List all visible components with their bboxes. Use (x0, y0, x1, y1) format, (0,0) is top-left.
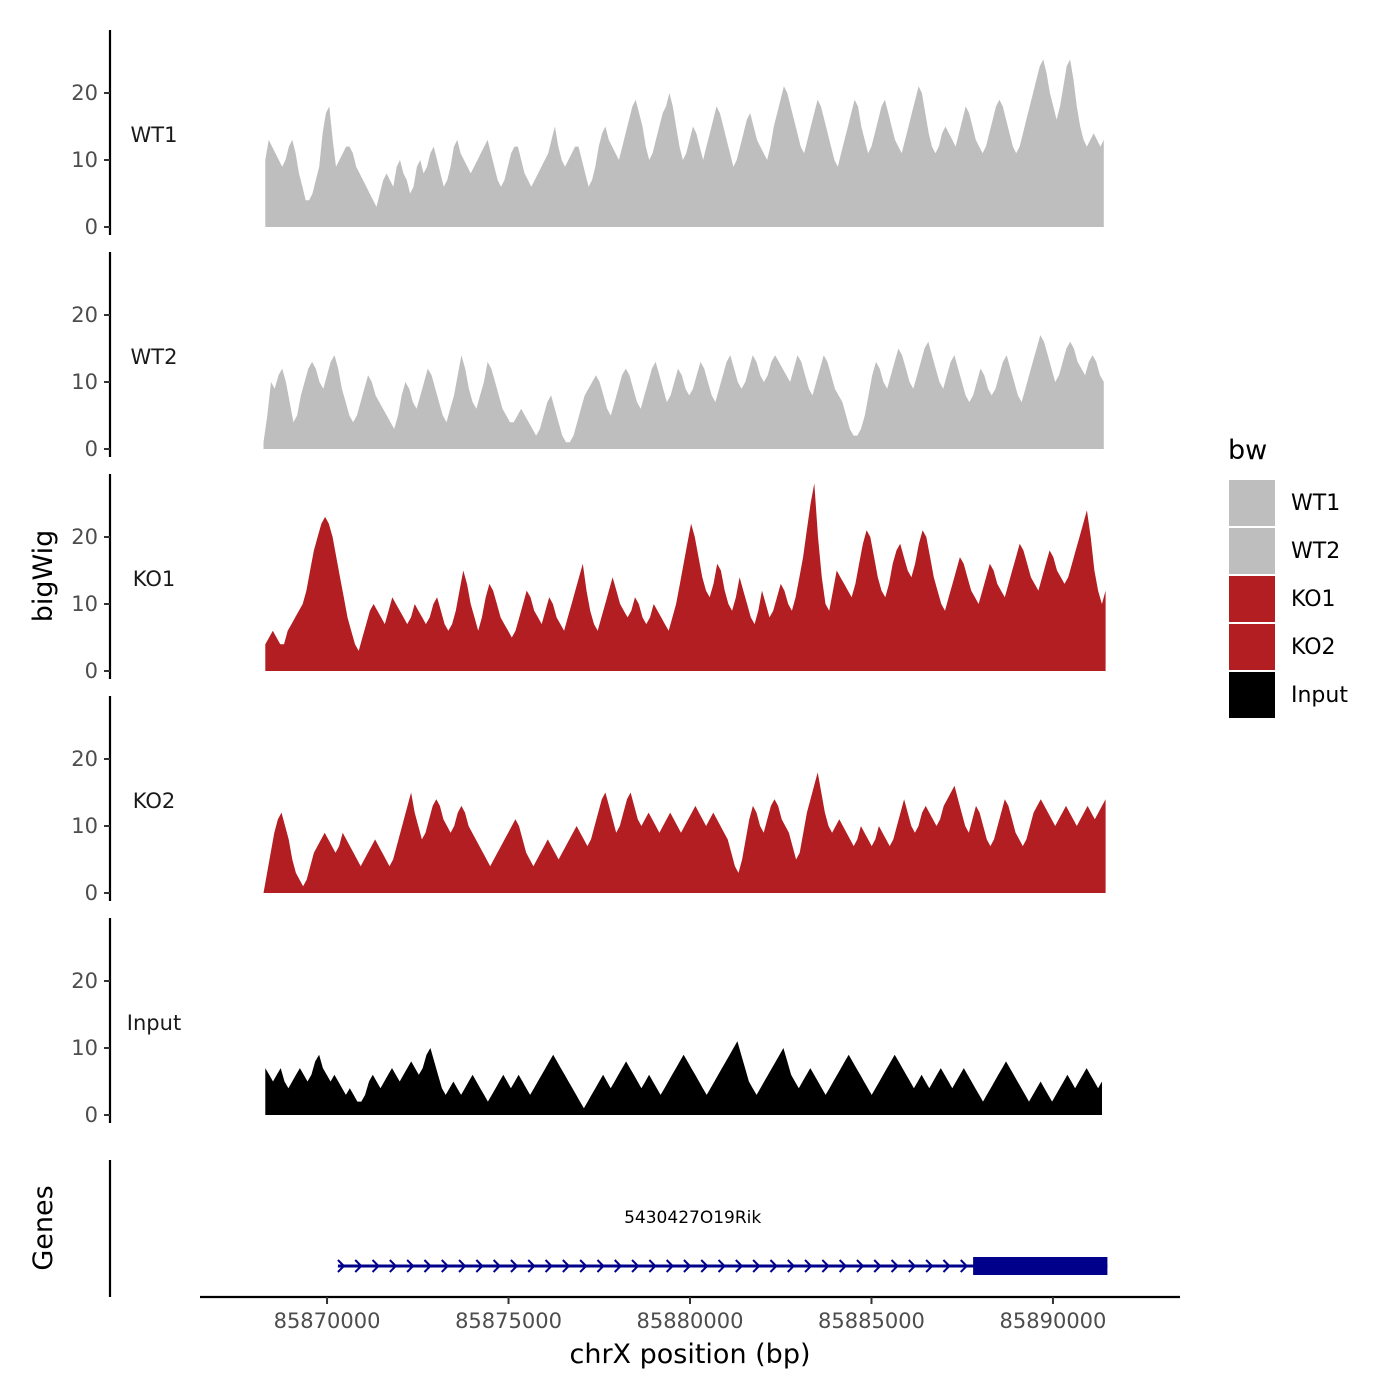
legend-key (1229, 576, 1275, 622)
strand-arrow (492, 1259, 502, 1273)
legend-item-input: Input (1229, 672, 1348, 718)
area-ko1 (265, 483, 1106, 671)
legend-key (1229, 672, 1275, 718)
strand-arrow (838, 1259, 848, 1273)
track-label: WT2 (131, 345, 178, 369)
legend-item-ko1: KO1 (1229, 576, 1336, 622)
y-tick-label: 10 (71, 592, 98, 616)
y-tick-label: 0 (85, 659, 98, 683)
legend-label: WT2 (1291, 539, 1340, 564)
x-tick-label: 85885000 (818, 1309, 925, 1333)
strand-arrow (925, 1259, 934, 1273)
area-wt2 (263, 335, 1104, 449)
strand-arrow (821, 1259, 830, 1273)
strand-arrow (423, 1259, 432, 1273)
area-wt1 (265, 59, 1104, 227)
y-tick-label: 0 (85, 1103, 98, 1127)
legend-item-wt2: WT2 (1229, 528, 1340, 574)
strand-arrow (510, 1259, 519, 1273)
legend-label: WT1 (1291, 491, 1340, 516)
x-tick-label: 85890000 (1000, 1309, 1107, 1333)
y-tick-label: 20 (71, 747, 98, 771)
area-ko2 (263, 772, 1106, 893)
y-tick-label: 0 (85, 881, 98, 905)
strand-arrow (804, 1259, 813, 1273)
y-tick-label: 10 (71, 148, 98, 172)
strand-arrow (527, 1259, 536, 1273)
strand-arrow (665, 1259, 675, 1273)
track-wt1: 0 10 20 WT1 (71, 30, 1104, 239)
strand-arrow (458, 1259, 467, 1273)
strand-arrow (441, 1259, 450, 1273)
strand-arrow (873, 1259, 882, 1273)
y-tick-label: 10 (71, 1036, 98, 1060)
strand-arrow (960, 1259, 969, 1273)
y-tick-label: 0 (85, 437, 98, 461)
strand-arrow (908, 1259, 917, 1273)
strand-arrow (787, 1259, 796, 1273)
strand-arrow (700, 1259, 709, 1273)
strand-arrow (683, 1259, 692, 1273)
legend-label: KO1 (1291, 587, 1336, 612)
y-tick-label: 20 (71, 969, 98, 993)
y-tick-label: 20 (71, 303, 98, 327)
track-wt2: 0 10 20 WT2 (71, 252, 1104, 461)
strand-arrow (717, 1259, 726, 1273)
strand-arrow (544, 1259, 553, 1273)
strand-arrow (769, 1259, 778, 1273)
x-tick-label: 85880000 (637, 1309, 744, 1333)
strand-arrow (337, 1259, 346, 1273)
strand-arrow (614, 1259, 623, 1273)
legend-item-ko2: KO2 (1229, 624, 1336, 670)
y-tick-label: 10 (71, 370, 98, 394)
strand-arrow (371, 1259, 380, 1273)
strand-arrow (942, 1259, 951, 1273)
track-ko2: 0 10 20 KO2 (71, 696, 1106, 905)
track-input: 0 10 20 Input (71, 918, 1102, 1127)
strand-arrow (735, 1259, 744, 1273)
gene-label: 5430427O19Rik (624, 1208, 761, 1228)
y-tick-label: 10 (71, 814, 98, 838)
genes-axis-title: Genes (28, 1185, 59, 1270)
x-tick-label: 85870000 (274, 1309, 381, 1333)
track-label: KO1 (133, 567, 176, 591)
genes-panel: 5430427O19Rik (108, 1160, 1108, 1297)
legend-item-wt1: WT1 (1229, 480, 1340, 526)
track-ko1: 0 10 20 KO1 (71, 474, 1106, 683)
strand-arrow (354, 1259, 363, 1273)
strand-arrow (752, 1259, 761, 1273)
y-tick-label: 20 (71, 525, 98, 549)
legend-label: KO2 (1291, 635, 1336, 660)
track-label: KO2 (133, 789, 176, 813)
coverage-tracks: 0 10 20 WT1 0 10 20 WT2 0 10 20 KO1 0 10 20 KO2 0 10 20 Inp… (71, 30, 1106, 1127)
strand-arrow (631, 1259, 640, 1273)
y-axis-title: bigWig (28, 530, 59, 623)
strand-arrow (890, 1259, 899, 1273)
strand-arrow (406, 1259, 415, 1273)
legend-items: WT1 WT2 KO1 KO2 Input (1229, 480, 1348, 718)
x-axis: 85870000 85875000 85880000 85885000 85890000 (200, 1295, 1180, 1333)
y-tick-label: 0 (85, 215, 98, 239)
gene-exon (973, 1257, 1108, 1275)
track-label: Input (127, 1011, 181, 1035)
strand-arrow (856, 1259, 865, 1273)
x-axis-title: chrX position (bp) (569, 1339, 810, 1370)
strand-arrow (389, 1259, 398, 1273)
track-label: WT1 (131, 123, 178, 147)
strand-arrow (579, 1259, 588, 1273)
area-input (265, 1041, 1102, 1115)
legend-key (1229, 624, 1275, 670)
legend-key (1229, 528, 1275, 574)
legend: bw WT1 WT2 KO1 KO2 Input (1228, 435, 1348, 718)
legend-label: Input (1291, 683, 1348, 708)
strand-arrow (596, 1259, 605, 1273)
strand-arrow (562, 1259, 571, 1273)
x-tick-label: 85875000 (455, 1309, 562, 1333)
y-tick-label: 20 (71, 81, 98, 105)
legend-key (1229, 480, 1275, 526)
strand-arrow (475, 1259, 484, 1273)
legend-title: bw (1228, 435, 1267, 466)
strand-arrow (648, 1259, 657, 1273)
